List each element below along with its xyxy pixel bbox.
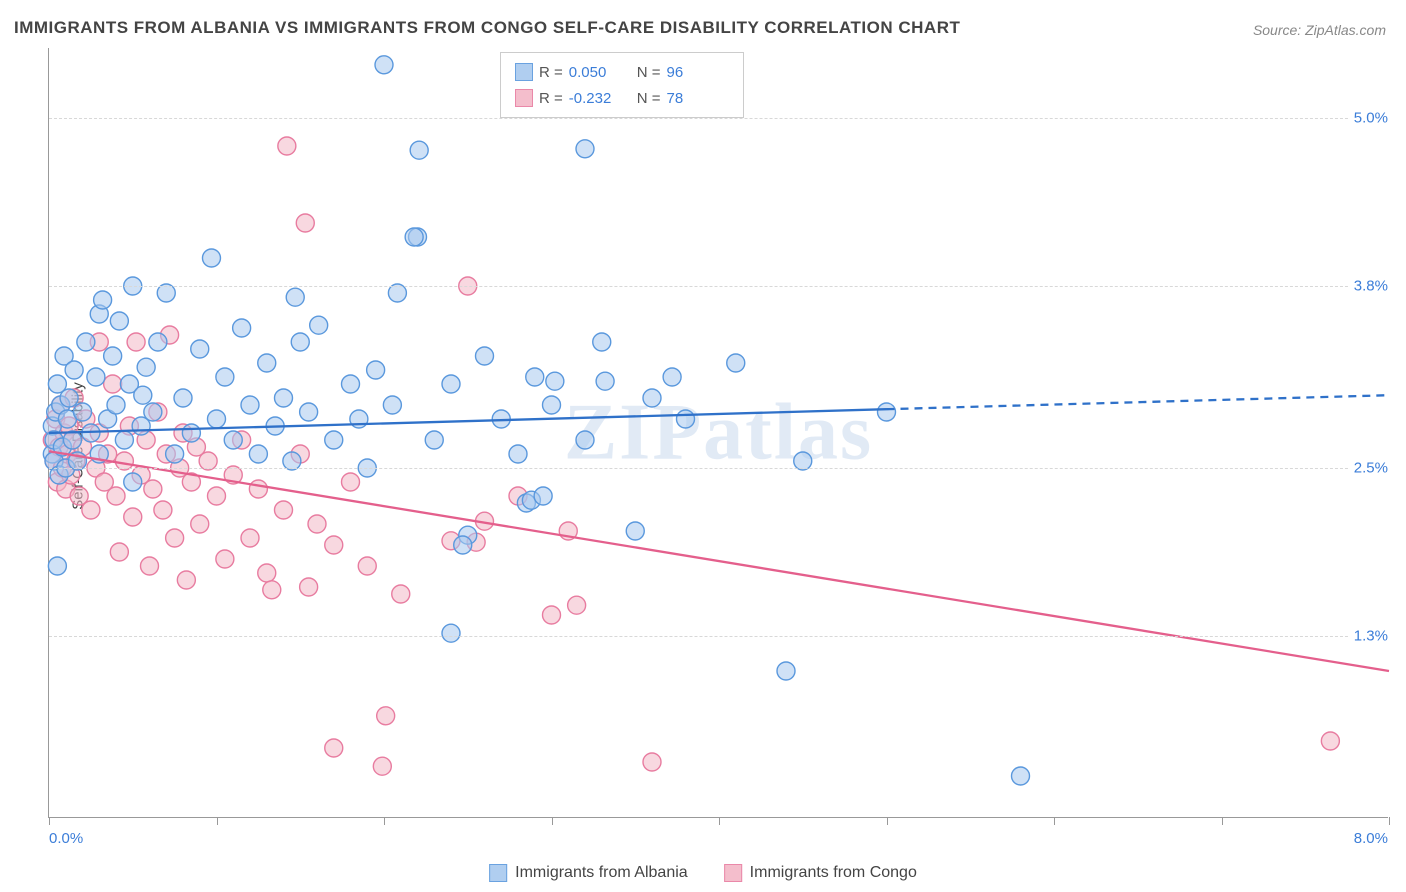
r-label: R = xyxy=(539,90,563,107)
series-legend: Immigrants from Albania Immigrants from … xyxy=(489,864,917,882)
y-tick-label: 1.3% xyxy=(1350,628,1392,645)
x-axis-max-label: 8.0% xyxy=(1354,830,1388,847)
swatch-congo xyxy=(515,89,533,107)
source-label: Source: ZipAtlas.com xyxy=(1253,22,1386,38)
r-label: R = xyxy=(539,64,563,81)
n-value-congo: 78 xyxy=(667,90,729,107)
legend-row-congo: R = -0.232 N = 78 xyxy=(515,85,729,111)
plot-svg xyxy=(49,48,1388,817)
swatch-albania-icon xyxy=(489,864,507,882)
x-axis-min-label: 0.0% xyxy=(49,830,83,847)
chart-area: ZIPatlas 0.0% 8.0% 1.3%2.5%3.8%5.0% xyxy=(48,48,1388,818)
r-value-albania: 0.050 xyxy=(569,64,631,81)
y-tick-label: 3.8% xyxy=(1350,278,1392,295)
legend-item-albania: Immigrants from Albania xyxy=(489,864,688,882)
stats-legend: R = 0.050 N = 96 R = -0.232 N = 78 xyxy=(500,52,744,118)
swatch-albania xyxy=(515,63,533,81)
legend-label-albania: Immigrants from Albania xyxy=(515,864,688,882)
legend-row-albania: R = 0.050 N = 96 xyxy=(515,59,729,85)
y-tick-label: 2.5% xyxy=(1350,460,1392,477)
y-tick-label: 5.0% xyxy=(1350,110,1392,127)
r-value-congo: -0.232 xyxy=(569,90,631,107)
chart-title: IMMIGRANTS FROM ALBANIA VS IMMIGRANTS FR… xyxy=(14,18,960,38)
n-label: N = xyxy=(637,64,661,81)
n-label: N = xyxy=(637,90,661,107)
n-value-albania: 96 xyxy=(667,64,729,81)
legend-label-congo: Immigrants from Congo xyxy=(750,864,917,882)
swatch-congo-icon xyxy=(724,864,742,882)
legend-item-congo: Immigrants from Congo xyxy=(724,864,917,882)
